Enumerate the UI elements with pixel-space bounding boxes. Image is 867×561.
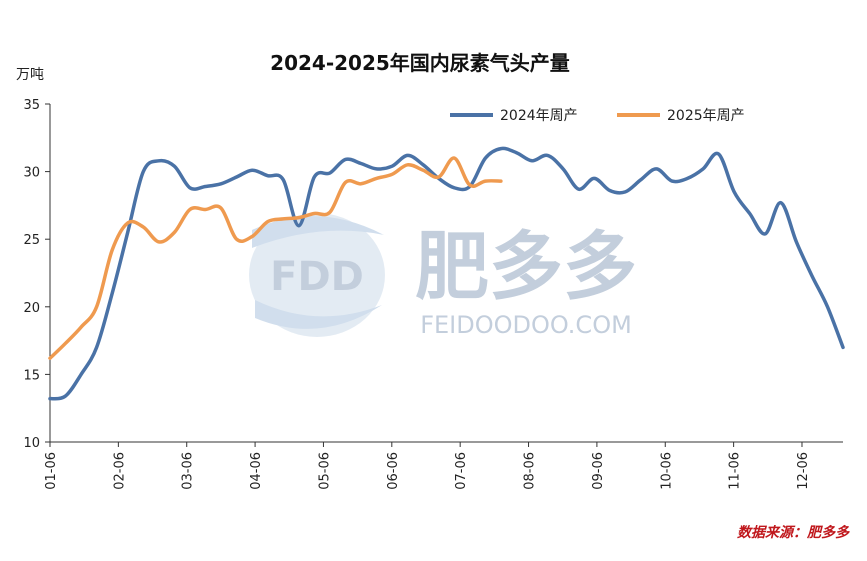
y-axis-unit: 万吨 bbox=[16, 67, 44, 83]
x-tick-label: 03-06 bbox=[181, 452, 196, 490]
x-tick-label: 01-06 bbox=[44, 452, 59, 490]
x-tick-label: 05-06 bbox=[317, 452, 332, 490]
series-lines bbox=[48, 146, 845, 401]
watermark-brand-en: FEIDOODOO.COM bbox=[420, 311, 632, 339]
series-line-2024 bbox=[48, 146, 845, 401]
data-source: 数据来源：肥多多 bbox=[737, 524, 850, 541]
x-tick-label: 08-06 bbox=[523, 452, 538, 490]
x-tick-label: 07-06 bbox=[454, 452, 469, 490]
y-tick-label: 10 bbox=[23, 436, 40, 451]
x-ticks: 01-06 02-06 03-06 04-06 05-06 06-06 07-06 08-06… bbox=[44, 442, 811, 490]
watermark-logo-wave-bottom bbox=[255, 300, 382, 329]
y-tick-label: 25 bbox=[23, 233, 40, 248]
x-tick-label: 02-06 bbox=[112, 452, 127, 490]
watermark-logo-ellipse bbox=[249, 213, 385, 337]
x-tick-label: 12-06 bbox=[796, 452, 811, 490]
chart-title: 2024-2025年国内尿素气头产量 bbox=[270, 51, 570, 75]
watermark-brand-cn: 肥多多 bbox=[415, 224, 637, 310]
x-tick-label: 04-06 bbox=[249, 452, 264, 490]
series-line-2025 bbox=[48, 156, 503, 360]
legend: 2024年周产 2025年周产 bbox=[450, 108, 745, 124]
y-tick-label: 15 bbox=[23, 368, 40, 383]
watermark-logo-wave bbox=[252, 216, 384, 248]
legend-label-2024: 2024年周产 bbox=[500, 108, 578, 124]
x-tick-label: 09-06 bbox=[591, 452, 606, 490]
x-tick-label: 06-06 bbox=[386, 452, 401, 490]
y-tick-label: 30 bbox=[23, 166, 40, 181]
watermark-logo-text: FDD bbox=[270, 254, 364, 300]
x-tick-label: 10-06 bbox=[659, 452, 674, 490]
y-tick-label: 35 bbox=[23, 98, 40, 113]
x-tick-label: 11-06 bbox=[728, 452, 743, 490]
y-tick-label: 20 bbox=[23, 301, 40, 316]
watermark: FDD 肥多多 FEIDOODOO.COM bbox=[249, 213, 637, 339]
y-ticks: 10 15 20 25 30 35 bbox=[23, 98, 50, 451]
legend-label-2025: 2025年周产 bbox=[667, 108, 745, 124]
